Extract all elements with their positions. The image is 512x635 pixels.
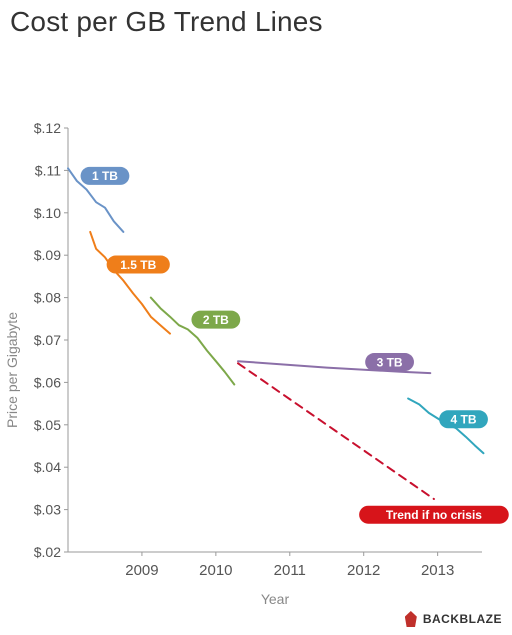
x-tick-label: 2012 [347,562,380,579]
series-line-trend-if-no-crisis [237,362,435,500]
label-pill [365,353,414,372]
series-line-1-tb [67,167,125,233]
x-tick-label: 2009 [125,562,158,579]
y-tick-label: $.09 [34,247,61,263]
series-label-trend-if-no-crisis: Trend if no crisis [359,505,509,524]
y-tick-label: $.07 [34,332,61,348]
y-tick-label: $.02 [34,544,61,560]
y-tick-label: $.08 [34,290,61,306]
label-text: 3 TB [377,355,403,369]
brand-name: BACKBLAZE [422,612,502,626]
label-pill [359,505,509,524]
label-pill [106,255,170,274]
label-text: Trend if no crisis [386,508,482,522]
label-pill [80,166,130,185]
x-axis-label: Year [261,591,290,607]
y-tick-label: $.12 [34,120,61,136]
label-pill [439,410,488,429]
series-layer [67,167,485,500]
series-label-2-tb: 2 TB [191,310,241,329]
y-tick-label: $.05 [34,417,61,433]
series-label-1-5-tb: 1.5 TB [106,255,170,274]
x-tick-label: 2013 [421,562,454,579]
y-tick-label: $.10 [34,205,61,221]
flame-icon [404,611,417,627]
chart-title: Cost per GB Trend Lines [10,6,323,37]
series-line-1-5-tb [89,230,171,335]
axes: $.02 $.03 $.04 $.05 $.06 $.07 $.08 $.09 $.10 $.11… [4,120,482,607]
series-label-3-tb: 3 TB [365,353,414,372]
series-label-1-tb: 1 TB [80,166,130,185]
label-text: 4 TB [451,413,477,427]
y-tick-label: $.11 [35,162,61,178]
label-pill [191,310,241,329]
series-line-2-tb [149,296,236,386]
label-text: 1.5 TB [120,258,156,272]
x-tick-label: 2011 [274,562,306,579]
series-line-3-tb [237,360,432,375]
y-tick-label: $.06 [34,374,61,390]
y-tick-label: $.04 [34,459,61,475]
y-tick-label: $.03 [34,502,61,518]
series-labels-layer: 1 TB 1.5 TB 2 TB 3 TB 4 TB Trend if no crisis [80,166,509,524]
label-text: 2 TB [203,313,229,327]
series-label-4-tb: 4 TB [439,410,488,429]
y-axis-label: Price per Gigabyte [4,312,20,428]
backblaze-logo: BACKBLAZE [404,611,502,627]
x-tick-label: 2010 [199,562,232,579]
label-text: 1 TB [92,169,118,183]
